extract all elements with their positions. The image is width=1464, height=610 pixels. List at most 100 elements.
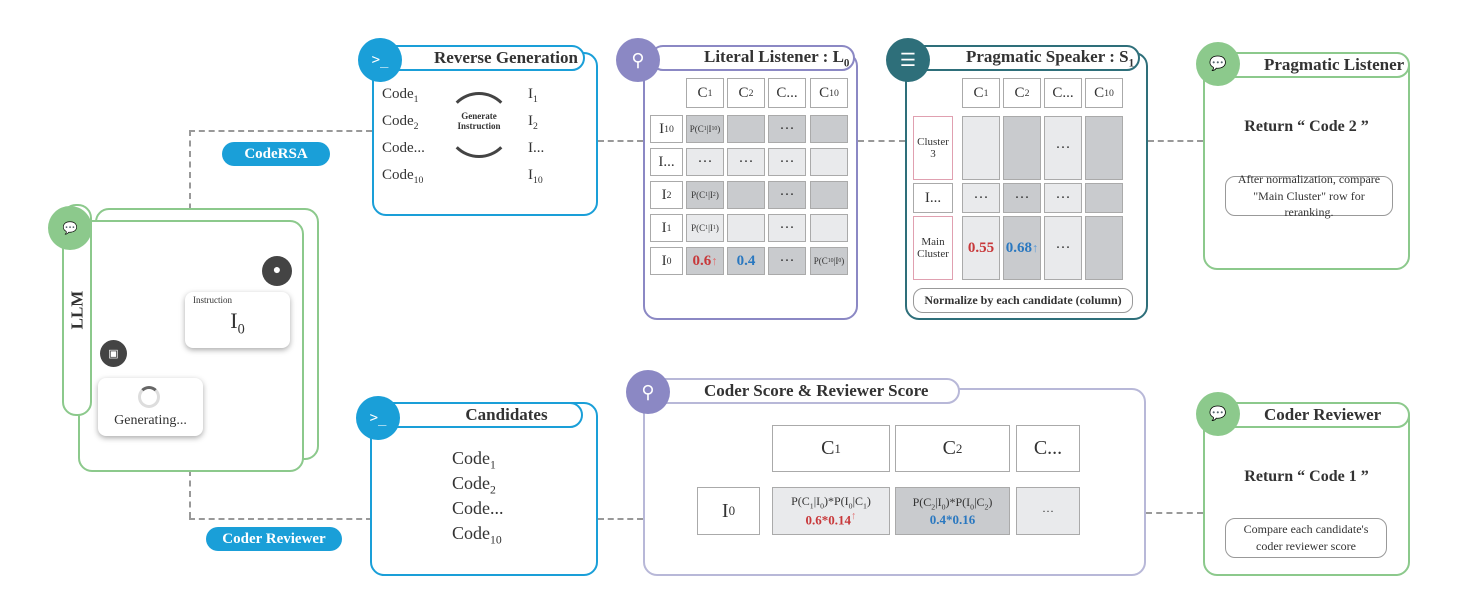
matrix-cell: P(C 1 |I 10) (686, 115, 724, 143)
title-text: Pragmatic Listener (1264, 55, 1405, 74)
row-label: Main Cluster (913, 216, 953, 280)
connector (1148, 140, 1203, 142)
column-header: C... (768, 78, 806, 108)
matrix-cell: ··· (727, 148, 765, 176)
matrix-cell: ··· (962, 183, 1000, 213)
coder-score-title: Coder Score & Reviewer Score (650, 378, 960, 404)
matrix-cell (962, 116, 1000, 180)
cycle-label: Generate Instruction (457, 111, 501, 131)
candidate-item: Code... (452, 498, 504, 518)
matrix-cell (810, 214, 848, 242)
matrix-cell: ··· (768, 247, 806, 275)
score-cell: P(C2|I0)*P(I0|C2) 0.4*0.16 (895, 487, 1010, 535)
loading-spinner-icon (138, 386, 160, 408)
score-cell: ··· (1016, 487, 1080, 535)
matrix-cell: 0.4 (727, 247, 765, 275)
analytics-search-icon: ⚲ (626, 370, 670, 414)
score-formula: P(C1|I0)*P(I0|C1) (791, 493, 871, 511)
row-label: Cluster 3 (913, 116, 953, 180)
score-value: 0.6*0.14↑ (805, 510, 857, 528)
row-label: I... (650, 148, 683, 176)
connector (189, 130, 372, 132)
matrix-cell: P(C 10 |I 0) (810, 247, 848, 275)
connector (1146, 512, 1203, 514)
candidate-item: Code2 (452, 473, 496, 497)
cycle-arrows-icon (446, 92, 512, 158)
code-item: Code1 (382, 86, 419, 105)
instruction-item: I10 (528, 167, 543, 186)
score-formula: P(C2|I0)*P(I0|C2) (912, 494, 993, 512)
generating-text: Generating... (114, 413, 187, 428)
ai-small-icon: ▣ (100, 340, 127, 367)
ai-chat-icon: 💬 (1196, 392, 1240, 436)
matrix-cell (1085, 183, 1123, 213)
score-cell: P(C1|I0)*P(I0|C1) 0.6*0.14↑ (772, 487, 890, 535)
matrix-cell (1003, 116, 1041, 180)
up-arrow-icon: ↑ (851, 510, 857, 523)
matrix-cell: ··· (1003, 183, 1041, 213)
up-arrow-icon: ↑ (711, 253, 718, 268)
user-icon: ● (262, 256, 292, 286)
matrix-cell: ··· (1044, 216, 1082, 280)
connector (598, 518, 643, 520)
matrix-cell: ··· (768, 214, 806, 242)
matrix-cell: ··· (1044, 183, 1082, 213)
matrix-cell (1085, 216, 1123, 280)
matrix-cell: ··· (1044, 116, 1082, 180)
matrix-cell (727, 115, 765, 143)
llm-label: LLM (67, 290, 87, 330)
instruction-item: I1 (528, 86, 538, 105)
up-arrow-icon: ↑ (1032, 240, 1039, 255)
matrix-cell (810, 181, 848, 209)
instruction-value: I0 (230, 308, 245, 338)
connector (858, 140, 905, 142)
code-terminal-icon: >_ (356, 396, 400, 440)
matrix-cell: ··· (686, 148, 724, 176)
pragmatic-listener-note: After normalization, compare "Main Clust… (1225, 172, 1393, 219)
normalize-note: Normalize by each candidate (column) (913, 288, 1133, 313)
title-text: Literal Listener : L0 (704, 46, 850, 70)
coder-reviewer-note: Compare each candidate's coder reviewer … (1225, 518, 1387, 558)
pragmatic-listener-title: Pragmatic Listener (1210, 52, 1410, 78)
column-header: C 10 (810, 78, 848, 108)
row-label: I... (913, 183, 953, 213)
connector (598, 140, 643, 142)
score-value: 0.4*0.16 (929, 511, 976, 527)
row-label: I 10 (650, 115, 683, 143)
instruction-card: Instruction I0 (185, 292, 290, 348)
matrix-cell: ··· (768, 115, 806, 143)
literal-listener-title: Literal Listener : L0 (650, 45, 855, 71)
code-item: Code2 (382, 113, 419, 132)
candidate-item: Code1 (452, 448, 496, 472)
column-header: C 10 (1085, 78, 1123, 108)
matrix-cell: 0.55 (962, 216, 1000, 280)
coder-reviewer-tag: Coder Reviewer (206, 527, 342, 551)
reverse-generation-title: Reverse Generation (380, 45, 585, 71)
pragmatic-listener-result: Return “ Code 2 ” (1244, 118, 1369, 135)
coderrsa-tag: CodeRSA (222, 142, 330, 166)
candidates-title: Candidates (378, 402, 583, 428)
coder-score-panel (643, 388, 1146, 576)
analytics-search-icon: ⚲ (616, 38, 660, 82)
column-header: C... (1016, 425, 1080, 472)
coder-reviewer-result: Return “ Code 1 ” (1244, 468, 1369, 485)
matrix-cell: 0.68 ↑ (1003, 216, 1041, 280)
coder-reviewer-title: Coder Reviewer (1210, 402, 1410, 428)
connector (189, 518, 372, 520)
connector (189, 470, 191, 518)
pragmatic-speaker-title: Pragmatic Speaker : S1 (912, 45, 1140, 71)
connector (189, 130, 191, 220)
pragmatic-listener-panel (1203, 52, 1410, 270)
matrix-cell: ··· (768, 148, 806, 176)
score-formula: ··· (1042, 503, 1054, 518)
instruction-item: I... (528, 140, 545, 156)
